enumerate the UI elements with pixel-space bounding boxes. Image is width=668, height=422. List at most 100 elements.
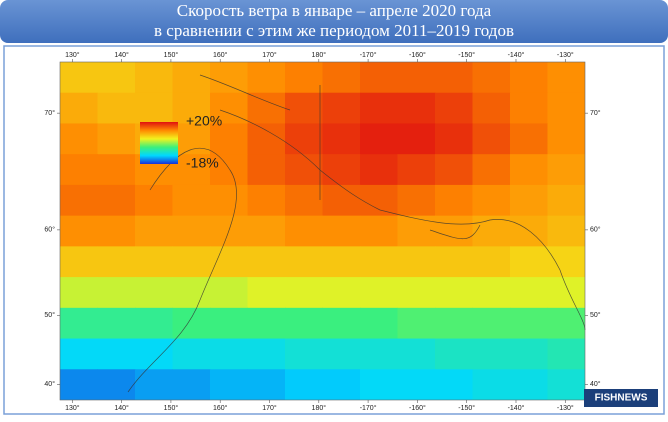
y-tick-label: 60° xyxy=(44,226,55,234)
heat-cell xyxy=(435,123,473,155)
heat-cell xyxy=(97,62,136,94)
heat-cell xyxy=(285,184,323,217)
y-tick-label: 40° xyxy=(590,380,601,388)
heat-cell xyxy=(135,338,173,370)
heat-cell xyxy=(472,62,511,94)
heat-cell xyxy=(97,154,136,186)
heatmap xyxy=(60,62,585,400)
heat-cell xyxy=(210,369,248,400)
heat-cell xyxy=(60,369,98,400)
heat-cell xyxy=(172,277,211,309)
heat-cell xyxy=(435,307,473,340)
y-tick-label: 60° xyxy=(590,226,601,234)
heat-cell xyxy=(360,92,398,124)
heat-cell xyxy=(210,154,248,186)
heat-cell xyxy=(397,307,436,340)
x-tick-label: -130° xyxy=(557,404,574,412)
heat-cell xyxy=(60,277,98,309)
heat-cell xyxy=(322,369,361,400)
heat-cell xyxy=(135,215,173,247)
heat-cell xyxy=(247,246,286,278)
heat-cell xyxy=(285,338,323,370)
x-tick-label: -170° xyxy=(360,51,377,59)
heat-cell xyxy=(397,338,436,370)
title-line: Скорость ветра в январе – апреле 2020 го… xyxy=(177,1,492,20)
heat-cell xyxy=(360,62,398,94)
heat-cell xyxy=(135,369,173,400)
heat-cell xyxy=(172,215,211,247)
heat-cell xyxy=(510,92,548,124)
heat-cell xyxy=(435,92,473,124)
heat-cell xyxy=(510,123,548,155)
heat-cell xyxy=(397,246,436,278)
title-banner xyxy=(0,0,668,43)
heat-cell xyxy=(135,277,173,309)
heat-cell xyxy=(397,184,436,217)
heat-cell xyxy=(60,92,98,124)
heat-cell xyxy=(285,62,323,94)
heat-cell xyxy=(547,92,585,124)
heat-cell xyxy=(472,338,511,370)
heat-cell xyxy=(360,246,398,278)
x-tick-label: -160° xyxy=(409,404,426,412)
x-tick-label: -140° xyxy=(508,51,525,59)
heat-cell xyxy=(397,62,436,94)
heat-cell xyxy=(247,123,286,155)
heat-cell xyxy=(210,246,248,278)
heat-cell xyxy=(547,277,585,309)
heat-cell xyxy=(547,154,585,186)
x-tick-label: 130° xyxy=(65,404,80,412)
heat-cell xyxy=(247,369,286,400)
y-tick-label: 50° xyxy=(590,311,601,319)
heat-cell xyxy=(135,184,173,217)
x-tick-label: 160° xyxy=(213,51,228,59)
heat-cell xyxy=(210,277,248,309)
heat-cell xyxy=(435,215,473,247)
heat-cell xyxy=(510,338,548,370)
heat-cell xyxy=(360,215,398,247)
heat-cell xyxy=(510,215,548,247)
heat-cell xyxy=(360,277,398,309)
heat-cell xyxy=(547,184,585,217)
heat-cell xyxy=(247,92,286,124)
heat-cell xyxy=(285,246,323,278)
x-tick-label: -150° xyxy=(458,404,475,412)
heat-cell xyxy=(210,184,248,217)
heat-cell xyxy=(285,307,323,340)
heat-cell xyxy=(247,184,286,217)
heat-cell xyxy=(435,277,473,309)
heat-cell xyxy=(510,307,548,340)
heat-cell xyxy=(510,277,548,309)
heat-cell xyxy=(210,92,248,124)
heat-cell xyxy=(397,277,436,309)
heat-cell xyxy=(97,184,136,217)
heat-cell xyxy=(435,338,473,370)
heat-cell xyxy=(97,369,136,400)
heat-cell xyxy=(97,215,136,247)
heat-cell xyxy=(285,123,323,155)
heat-cell xyxy=(435,184,473,217)
heat-cell xyxy=(472,369,511,400)
heat-cell xyxy=(135,92,173,124)
heat-cell xyxy=(397,215,436,247)
heat-cell xyxy=(547,369,585,400)
heat-cell xyxy=(97,338,136,370)
heat-cell xyxy=(397,154,436,186)
heat-cell xyxy=(247,154,286,186)
x-tick-label: 180° xyxy=(312,404,327,412)
heat-cell xyxy=(360,338,398,370)
heat-cell xyxy=(510,246,548,278)
heat-cell xyxy=(472,92,511,124)
heat-cell xyxy=(472,215,511,247)
heat-cell xyxy=(60,123,98,155)
y-tick-label: 40° xyxy=(44,380,55,388)
x-tick-label: 140° xyxy=(114,51,129,59)
heat-cell xyxy=(360,307,398,340)
y-tick-label: 70° xyxy=(44,109,55,117)
heat-cell xyxy=(210,62,248,94)
legend-label: +20% xyxy=(186,113,222,129)
heat-cell xyxy=(472,154,511,186)
heat-cell xyxy=(322,92,361,124)
heat-cell xyxy=(172,369,211,400)
heat-cell xyxy=(547,338,585,370)
